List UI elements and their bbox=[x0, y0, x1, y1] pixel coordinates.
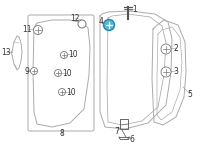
Text: 2: 2 bbox=[174, 44, 178, 52]
Text: 6: 6 bbox=[130, 135, 134, 143]
Circle shape bbox=[55, 70, 62, 76]
Text: 10: 10 bbox=[68, 50, 78, 59]
Circle shape bbox=[161, 67, 171, 77]
Text: 4: 4 bbox=[99, 16, 103, 25]
Circle shape bbox=[161, 44, 171, 54]
Text: 10: 10 bbox=[62, 69, 72, 77]
Text: 7: 7 bbox=[115, 127, 119, 136]
Circle shape bbox=[31, 67, 38, 75]
Circle shape bbox=[34, 25, 43, 35]
Text: 9: 9 bbox=[25, 66, 29, 76]
Circle shape bbox=[59, 88, 66, 96]
Text: 11: 11 bbox=[22, 25, 32, 34]
Text: 12: 12 bbox=[70, 14, 80, 22]
Text: 8: 8 bbox=[60, 130, 64, 138]
Text: 13: 13 bbox=[1, 47, 11, 56]
Circle shape bbox=[61, 51, 68, 59]
Text: 1: 1 bbox=[133, 5, 137, 14]
Text: 10: 10 bbox=[66, 87, 76, 96]
Circle shape bbox=[78, 20, 86, 28]
Text: 5: 5 bbox=[188, 90, 192, 98]
Text: 3: 3 bbox=[174, 66, 178, 76]
Circle shape bbox=[104, 20, 115, 30]
